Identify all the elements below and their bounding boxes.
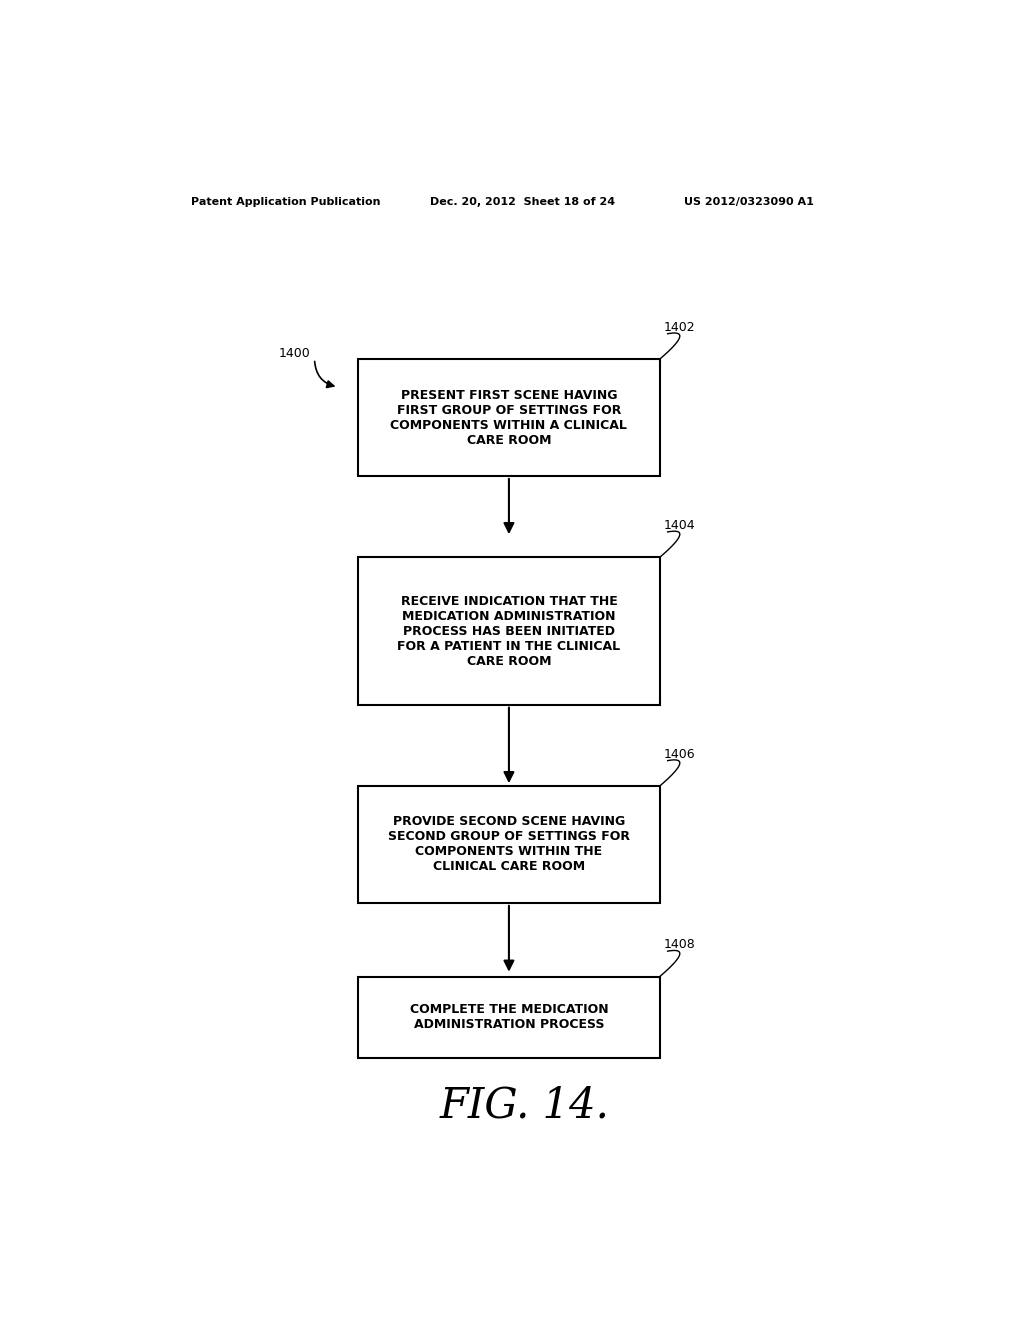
Text: 1400: 1400 (279, 347, 310, 360)
Bar (358, 359, 659, 477)
Bar (358, 785, 659, 903)
Text: PRESENT FIRST SCENE HAVING
FIRST GROUP OF SETTINGS FOR
COMPONENTS WITHIN A CLINI: PRESENT FIRST SCENE HAVING FIRST GROUP O… (390, 388, 628, 446)
Text: RECEIVE INDICATION THAT THE
MEDICATION ADMINISTRATION
PROCESS HAS BEEN INITIATED: RECEIVE INDICATION THAT THE MEDICATION A… (397, 594, 621, 668)
Text: 1404: 1404 (664, 519, 695, 532)
Text: Dec. 20, 2012  Sheet 18 of 24: Dec. 20, 2012 Sheet 18 of 24 (430, 197, 614, 207)
Text: COMPLETE THE MEDICATION
ADMINISTRATION PROCESS: COMPLETE THE MEDICATION ADMINISTRATION P… (410, 1003, 608, 1031)
Text: 1402: 1402 (664, 321, 695, 334)
Text: 1408: 1408 (664, 939, 695, 952)
Text: US 2012/0323090 A1: US 2012/0323090 A1 (684, 197, 813, 207)
Text: FIG. 14.: FIG. 14. (440, 1085, 609, 1127)
Bar (358, 557, 659, 705)
Text: PROVIDE SECOND SCENE HAVING
SECOND GROUP OF SETTINGS FOR
COMPONENTS WITHIN THE
C: PROVIDE SECOND SCENE HAVING SECOND GROUP… (388, 816, 630, 874)
Text: Patent Application Publication: Patent Application Publication (191, 197, 381, 207)
Bar (358, 977, 659, 1057)
Text: 1406: 1406 (664, 747, 695, 760)
